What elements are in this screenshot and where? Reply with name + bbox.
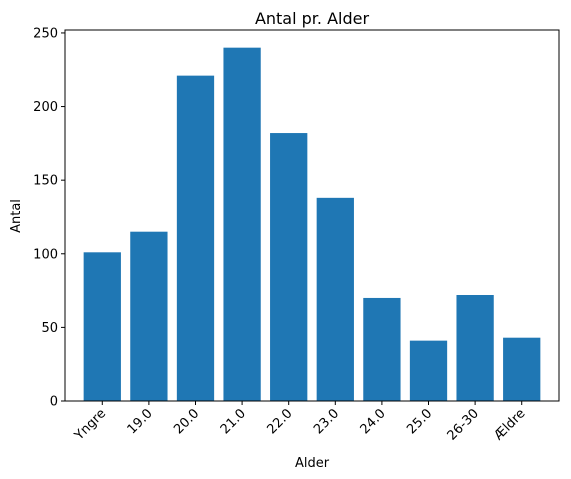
- x-tick-label: 25.0: [404, 406, 435, 437]
- bar-21.0: [223, 47, 261, 402]
- y-tick-label: 0: [50, 395, 58, 410]
- bar-25.0: [409, 340, 448, 401]
- bar-23.0: [316, 197, 354, 401]
- x-tick-label: 20.0: [171, 406, 202, 437]
- bar-24.0: [363, 297, 401, 401]
- chart-title: Antal pr. Alder: [255, 9, 370, 28]
- y-tick-label: 250: [33, 26, 58, 41]
- bar-19.0: [130, 231, 168, 401]
- y-tick-label: 150: [33, 174, 58, 189]
- bar-26-30: [456, 295, 494, 401]
- x-tick-label: 24.0: [358, 406, 389, 437]
- x-tick-label: 23.0: [311, 406, 342, 437]
- x-tick-label: Yngre: [71, 406, 109, 444]
- x-tick-label: 26-30: [445, 406, 482, 443]
- y-tick-label: 50: [41, 321, 58, 336]
- x-tick-label: 19.0: [125, 406, 156, 437]
- y-tick-label: 200: [33, 100, 58, 115]
- y-axis-label: Antal: [9, 199, 24, 233]
- x-tick-label: 22.0: [264, 406, 295, 437]
- x-axis-label: Alder: [295, 456, 330, 471]
- y-tick-label: 100: [33, 247, 58, 262]
- bar-22.0: [270, 133, 308, 402]
- x-tick-label: Ældre: [491, 406, 528, 443]
- x-tick-label: 21.0: [218, 406, 249, 437]
- bar-Yngre: [83, 252, 121, 401]
- plot-frame: [64, 29, 560, 402]
- bar-Ældre: [503, 337, 541, 401]
- bar-20.0: [176, 75, 215, 401]
